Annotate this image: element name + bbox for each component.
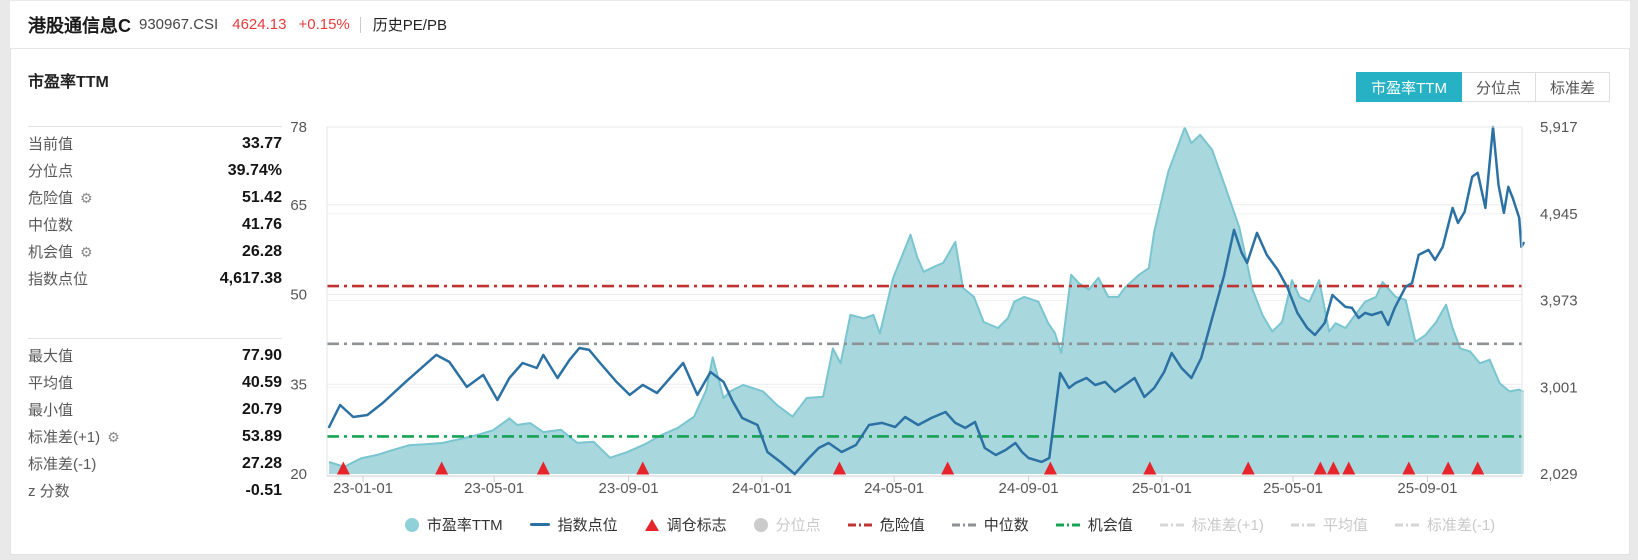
y-right-label: 3,973 bbox=[1540, 293, 1578, 310]
y-left-label: 78 bbox=[290, 119, 307, 136]
legend-label-percentile: 分位点 bbox=[775, 517, 821, 534]
legend-marker-mean-icon bbox=[1290, 523, 1315, 526]
stat-row-std-plus1: 标准差(+1) ⚙ 53.89 bbox=[28, 427, 282, 447]
legend-label-danger: 危险值 bbox=[879, 517, 925, 534]
rebalance-marker bbox=[435, 461, 449, 475]
tab-percentile[interactable]: 分位点 bbox=[1461, 72, 1536, 102]
legend-label-std-minus1: 标准差(-1) bbox=[1426, 517, 1496, 534]
stat-row-mean: 平均值 40.59 bbox=[28, 373, 282, 393]
rebalance-marker bbox=[832, 461, 846, 475]
rebalance-marker bbox=[1441, 461, 1455, 475]
legend-item-opportunity[interactable]: 机会值 bbox=[1055, 514, 1133, 535]
stats-group-bottom: 最大值 77.90 平均值 40.59 最小值 20.79 标准差(+1) ⚙ … bbox=[28, 338, 282, 504]
legend-label-median: 中位数 bbox=[983, 517, 1029, 534]
stat-row-index-point: 指数点位 4,617.38 bbox=[28, 269, 282, 289]
index-change-pct: +0.15% bbox=[298, 16, 350, 33]
view-tabs: 市盈率TTM 分位点 标准差 bbox=[1356, 72, 1610, 102]
rebalance-marker bbox=[1342, 461, 1356, 475]
legend-label-mean: 平均值 bbox=[1322, 517, 1368, 534]
legend-item-mean[interactable]: 平均值 bbox=[1290, 514, 1368, 535]
legend-marker-median-icon bbox=[951, 523, 976, 526]
x-axis-label: 23-05-01 bbox=[464, 480, 524, 497]
stat-row-max: 最大值 77.90 bbox=[28, 346, 282, 366]
legend-marker-pe-area-icon bbox=[404, 517, 419, 532]
rebalance-marker bbox=[1326, 461, 1340, 475]
legend-marker-opportunity-icon bbox=[1055, 523, 1080, 526]
rebalance-marker bbox=[1471, 461, 1485, 475]
legend-marker-danger-icon bbox=[847, 523, 872, 526]
tab-pe-ttm[interactable]: 市盈率TTM bbox=[1356, 72, 1462, 102]
legend-label-pe-area: 市盈率TTM bbox=[426, 517, 503, 534]
y-right-label: 2,029 bbox=[1540, 466, 1578, 483]
rebalance-marker bbox=[1143, 461, 1157, 475]
legend-label-std-plus1: 标准差(+1) bbox=[1191, 517, 1264, 534]
legend-marker-std-minus1-icon bbox=[1394, 523, 1419, 526]
chart-legend: 市盈率TTM 指数点位 调仓标志 分位点 危险值 中位数 机会值 标准差(+1) 平均值 标准差(… bbox=[280, 514, 1620, 535]
danger-settings-gear-icon[interactable]: ⚙ bbox=[80, 189, 93, 206]
rebalance-marker bbox=[1043, 461, 1057, 475]
opportunity-settings-gear-icon[interactable]: ⚙ bbox=[80, 243, 93, 260]
stat-row-opportunity: 机会值 ⚙ 26.28 bbox=[28, 242, 282, 262]
x-axis-label: 23-01-01 bbox=[333, 480, 393, 497]
y-left-label: 20 bbox=[290, 466, 307, 483]
std-plus1-settings-gear-icon[interactable]: ⚙ bbox=[107, 428, 120, 445]
stat-row-z-score: z 分数 -0.51 bbox=[28, 481, 282, 501]
legend-item-rebalance[interactable]: 调仓标志 bbox=[644, 514, 727, 535]
tab-std-dev[interactable]: 标准差 bbox=[1535, 72, 1610, 102]
rebalance-marker bbox=[1313, 461, 1327, 475]
legend-marker-percentile-icon bbox=[753, 517, 768, 532]
y-right-label: 3,001 bbox=[1540, 379, 1578, 396]
panel-title: 市盈率TTM bbox=[28, 74, 109, 91]
legend-label-index-line: 指数点位 bbox=[557, 517, 618, 534]
x-axis-label: 24-05-01 bbox=[864, 480, 924, 497]
index-name: 港股通信息C bbox=[28, 15, 131, 36]
rebalance-marker bbox=[1241, 461, 1255, 475]
x-axis-label: 25-01-01 bbox=[1132, 480, 1192, 497]
rebalance-marker bbox=[536, 461, 550, 475]
legend-label-rebalance: 调仓标志 bbox=[666, 517, 727, 534]
legend-item-percentile[interactable]: 分位点 bbox=[753, 514, 821, 535]
rebalance-marker bbox=[336, 461, 350, 475]
index-line bbox=[327, 125, 1525, 476]
rebalance-marker bbox=[636, 461, 650, 475]
header-bar: 港股通信息C 930967.CSI 4624.13 +0.15% 历史PE/PB bbox=[10, 1, 1630, 49]
legend-marker-index-line-icon bbox=[529, 523, 550, 526]
legend-item-index-line[interactable]: 指数点位 bbox=[529, 514, 618, 535]
stat-row-min: 最小值 20.79 bbox=[28, 400, 282, 420]
index-code: 930967.CSI bbox=[139, 16, 219, 33]
legend-item-std-plus1[interactable]: 标准差(+1) bbox=[1159, 514, 1264, 535]
legend-item-pe-area[interactable]: 市盈率TTM bbox=[404, 514, 503, 535]
pe-ttm-area bbox=[329, 127, 1524, 474]
legend-label-opportunity: 机会值 bbox=[1087, 517, 1133, 534]
pe-history-chart-canvas[interactable]: 23-01-01 23-05-01 23-09-01 24-01-01 24-05-01… bbox=[280, 105, 1620, 510]
x-axis-label: 25-09-01 bbox=[1397, 480, 1457, 497]
y-right-label: 5,917 bbox=[1540, 119, 1578, 136]
rebalance-marker bbox=[941, 461, 955, 475]
legend-item-std-minus1[interactable]: 标准差(-1) bbox=[1394, 514, 1496, 535]
x-axis-label: 23-09-01 bbox=[599, 480, 659, 497]
stat-row-median: 中位数 41.76 bbox=[28, 215, 282, 235]
header-divider bbox=[359, 16, 361, 33]
stat-row-std-minus1: 标准差(-1) 27.28 bbox=[28, 454, 282, 474]
x-axis-label: 25-05-01 bbox=[1263, 480, 1323, 497]
legend-marker-std-plus1-icon bbox=[1159, 523, 1184, 526]
stats-group-top: 当前值 33.77 分位点 39.74% 危险值 ⚙ 51.42 中位数 41.… bbox=[28, 126, 282, 292]
page-title-pe-pb: 历史PE/PB bbox=[372, 17, 447, 34]
legend-marker-rebalance-icon bbox=[644, 518, 659, 531]
stat-row-percentile: 分位点 39.74% bbox=[28, 161, 282, 181]
index-price: 4624.13 bbox=[232, 16, 287, 33]
legend-item-median[interactable]: 中位数 bbox=[951, 514, 1029, 535]
stat-row-danger: 危险值 ⚙ 51.42 bbox=[28, 188, 282, 208]
y-left-label: 65 bbox=[290, 197, 307, 214]
rebalance-marker bbox=[1402, 461, 1416, 475]
x-axis-label: 24-01-01 bbox=[732, 480, 792, 497]
y-right-label: 4,945 bbox=[1540, 206, 1578, 223]
y-left-label: 35 bbox=[290, 376, 307, 393]
x-axis-label: 24-09-01 bbox=[999, 480, 1059, 497]
legend-item-danger[interactable]: 危险值 bbox=[847, 514, 925, 535]
y-left-label: 50 bbox=[290, 287, 307, 304]
pe-ttm-area-edge bbox=[328, 126, 1525, 468]
stat-row-current: 当前值 33.77 bbox=[28, 134, 282, 154]
